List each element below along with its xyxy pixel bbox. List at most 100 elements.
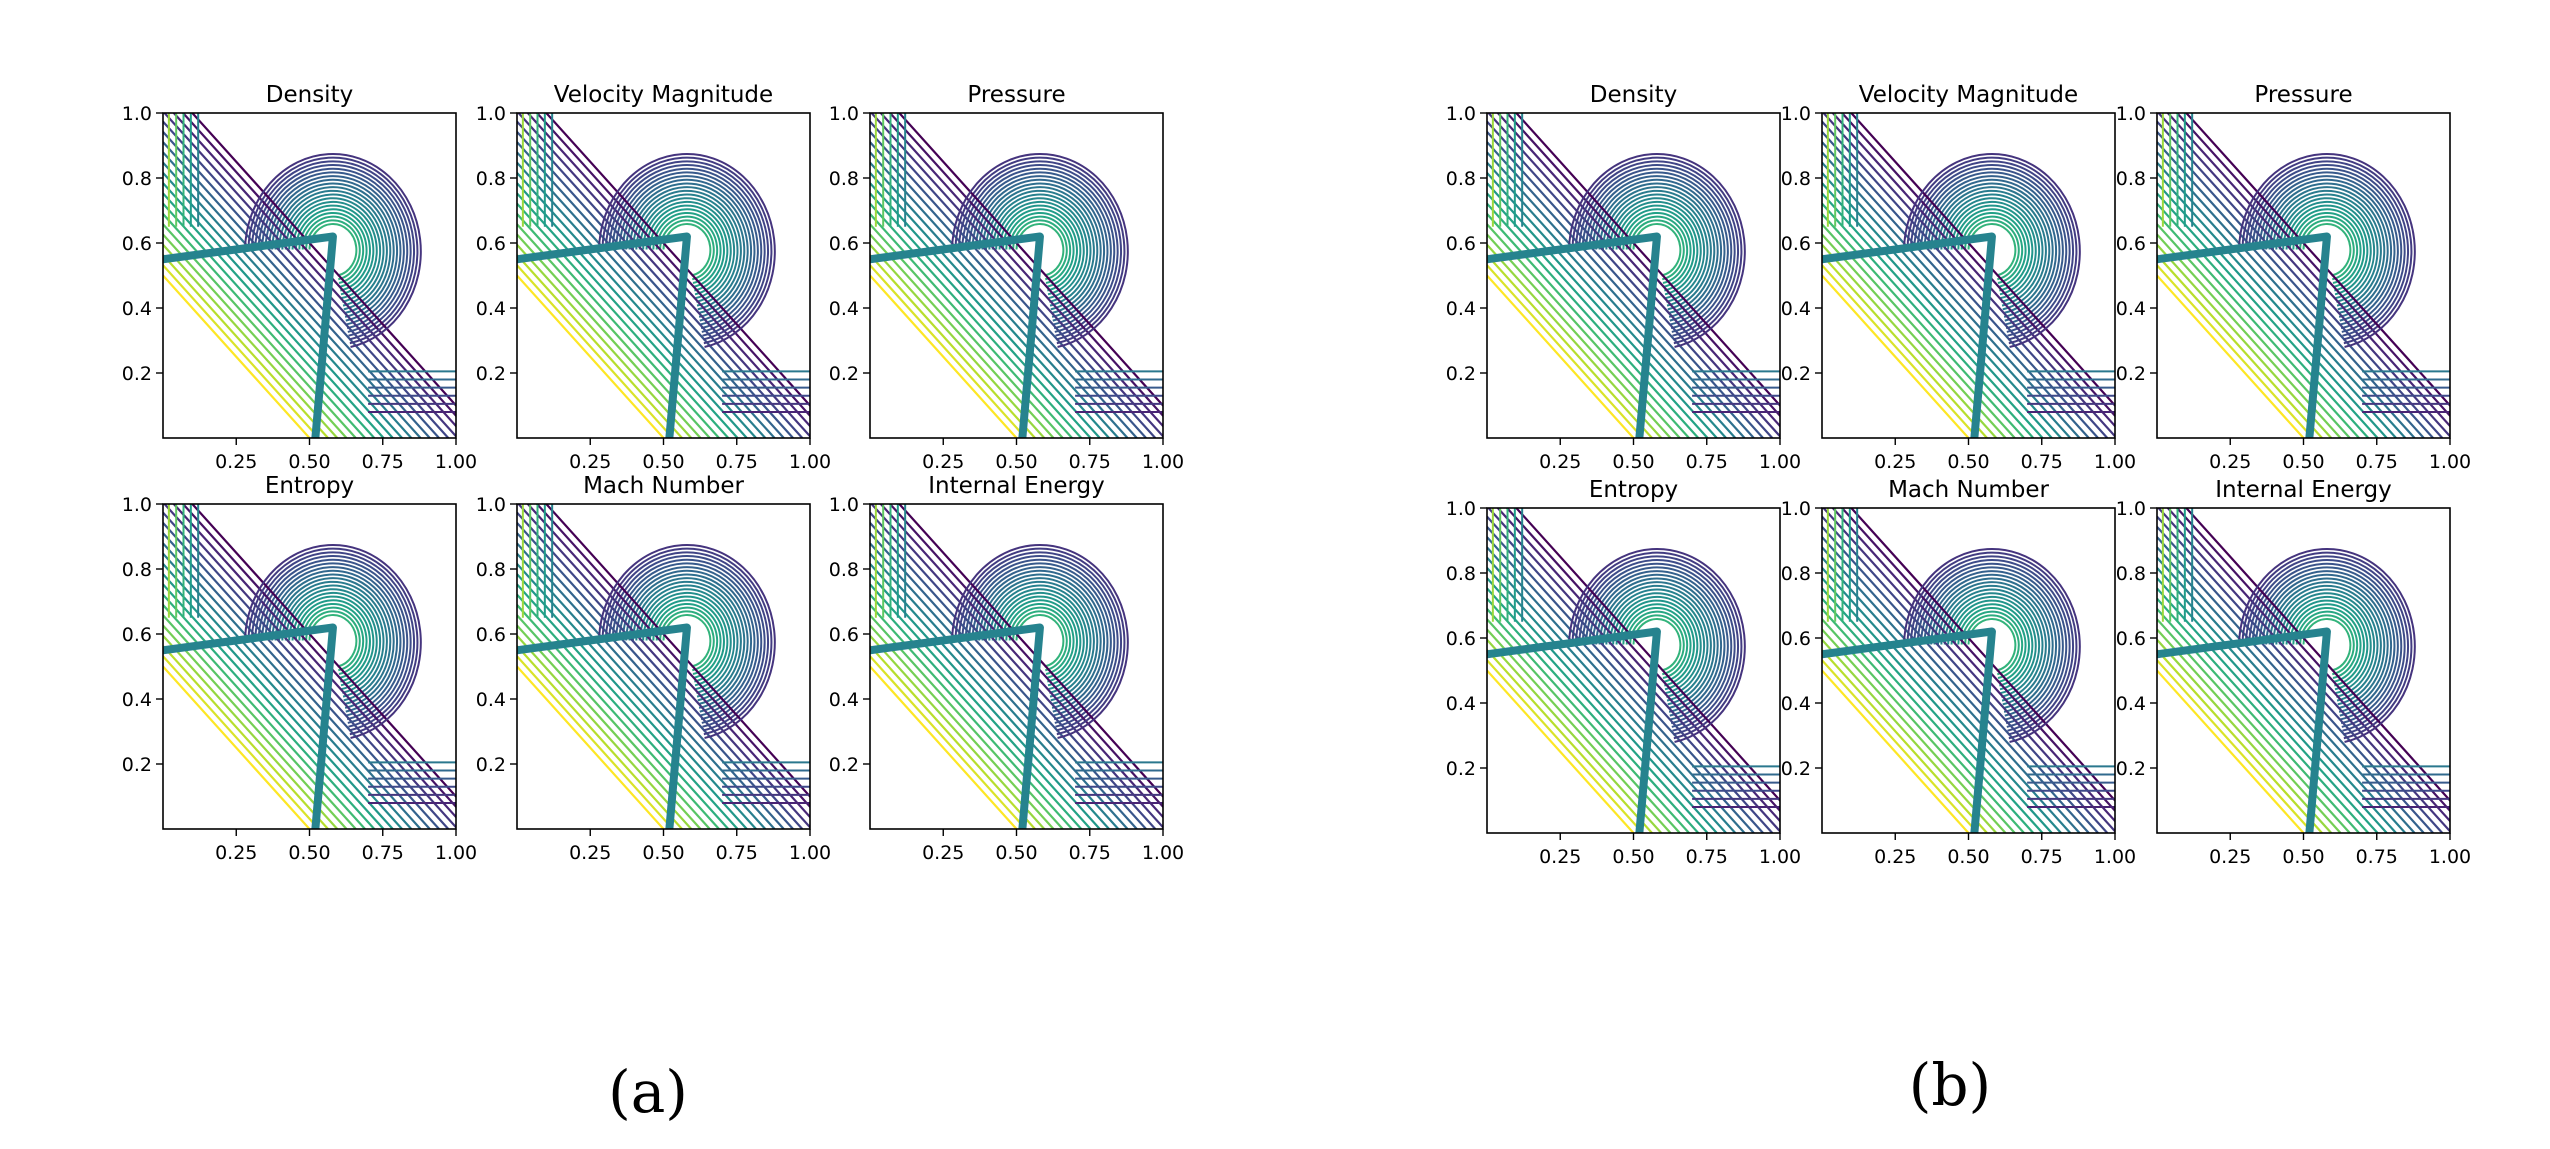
contour-line	[897, 113, 1163, 408]
contour-lines	[870, 504, 1163, 829]
contour-curve	[1608, 592, 1706, 698]
y-tick-label: 1.0	[1781, 103, 1811, 125]
x-tick-label: 1.00	[1142, 842, 1184, 864]
shock-front	[870, 232, 1044, 438]
contour-line	[2157, 556, 2407, 833]
x-tick-label: 0.75	[362, 451, 404, 473]
contour-line	[544, 504, 810, 799]
y-tick-label: 0.6	[1446, 233, 1476, 255]
contour-line	[1822, 161, 2072, 438]
y-tick-label: 0.8	[476, 559, 506, 581]
contour-curve	[1568, 153, 1746, 348]
contour-curve	[1012, 610, 1068, 672]
contour-curve	[2238, 548, 2416, 743]
x-tick-label: 1.00	[2429, 846, 2471, 868]
contour-line	[517, 141, 785, 438]
panel-11: Mach Number 0.25 0.50 0.75 1.00 0.2 0.4 0.6 0.8 1…	[1781, 477, 2136, 868]
contour-curve	[1571, 156, 1743, 345]
contour-curve	[305, 610, 361, 672]
caption-b: (b)	[1909, 1051, 1991, 1119]
contour-line	[870, 264, 1027, 438]
contour-curve	[974, 178, 1106, 322]
contour-line	[2166, 113, 2450, 428]
contour-curve	[621, 178, 753, 322]
contour-line	[517, 202, 730, 438]
panel-title: Pressure	[2254, 82, 2352, 108]
y-tick-label: 0.6	[122, 233, 152, 255]
contour-line	[1822, 192, 2044, 438]
panel-1: Density 0.25 0.50 0.75 1.00 0.2 0.4 0.6 0.8 1.0	[122, 82, 477, 473]
y-tick-label: 0.2	[1446, 363, 1476, 385]
contour-curve	[638, 588, 736, 694]
x-tick-label: 0.75	[1069, 842, 1111, 864]
y-tick-label: 0.8	[1781, 563, 1811, 585]
y-tick-label: 1.0	[476, 494, 506, 516]
y-tick-label: 0.6	[2116, 628, 2146, 650]
contour-curve	[1581, 562, 1733, 728]
contour-line	[2157, 508, 2450, 833]
contour-curve	[2268, 581, 2386, 710]
contour-line	[870, 593, 1083, 829]
contour-curve	[1940, 588, 2044, 702]
contour-curve	[1916, 562, 2068, 728]
contour-line	[1487, 577, 1718, 833]
contour-curve	[257, 558, 409, 724]
contour-curve	[1585, 566, 1729, 725]
contour-line	[2157, 536, 2425, 833]
contour-curve	[254, 164, 412, 337]
x-tick-label: 0.50	[2282, 846, 2324, 868]
contour-curve	[1964, 614, 2020, 676]
contour-line	[163, 563, 403, 829]
contour-curve	[288, 591, 378, 691]
contour-line	[163, 243, 339, 438]
contour-curve	[1960, 215, 2024, 285]
contour-line	[870, 254, 1036, 438]
contour-curve	[1947, 200, 2037, 300]
contour-curve	[984, 580, 1095, 702]
x-tick-label: 0.25	[922, 451, 964, 473]
contour-curve	[2248, 559, 2406, 732]
contour-curve	[301, 606, 365, 676]
contour-curve	[1967, 618, 2017, 672]
contour-line	[163, 655, 320, 829]
x-tick-label: 0.75	[716, 451, 758, 473]
contour-curve	[1571, 551, 1743, 740]
contour-curve	[998, 204, 1082, 296]
contour-line	[163, 120, 450, 438]
panel-5: Mach Number 0.25 0.50 0.75 1.00 0.2 0.4 0.6 0.8 1…	[476, 473, 831, 864]
contour-lines	[1487, 508, 1780, 833]
x-tick-label: 1.00	[1142, 451, 1184, 473]
contour-line	[1487, 508, 1780, 833]
shock-front	[517, 232, 691, 438]
contour-curve	[1622, 607, 1692, 683]
contour-line	[1822, 151, 2081, 438]
contour-curve	[954, 547, 1126, 736]
x-tick-label: 0.75	[716, 842, 758, 864]
contour-line	[517, 504, 810, 829]
contour-curve	[1964, 219, 2020, 281]
panel-title: Density	[266, 82, 353, 108]
y-tick-label: 1.0	[829, 494, 859, 516]
contour-line	[1822, 587, 2044, 833]
contour-line	[870, 511, 1157, 829]
x-tick-label: 1.00	[1759, 846, 1801, 868]
contour-curve	[1588, 175, 1726, 326]
contour-curve	[957, 160, 1123, 341]
contour-line	[2157, 254, 2323, 438]
contour-line	[517, 511, 804, 829]
contour-curve	[1578, 559, 1736, 732]
contour-line	[870, 182, 1101, 438]
contour-curve	[1591, 178, 1723, 322]
x-tick-label: 0.75	[1069, 451, 1111, 473]
contour-curve	[655, 606, 719, 676]
contour-curve	[1001, 599, 1078, 683]
contour-curve	[1588, 570, 1726, 721]
contour-line	[2157, 202, 2370, 438]
contour-line	[517, 634, 693, 829]
contour-curve	[1008, 606, 1072, 676]
contour-curve	[631, 189, 742, 311]
contour-curve	[984, 189, 1095, 311]
contour-curve	[250, 160, 416, 341]
contour-line	[190, 113, 456, 408]
shock-front	[517, 623, 691, 829]
